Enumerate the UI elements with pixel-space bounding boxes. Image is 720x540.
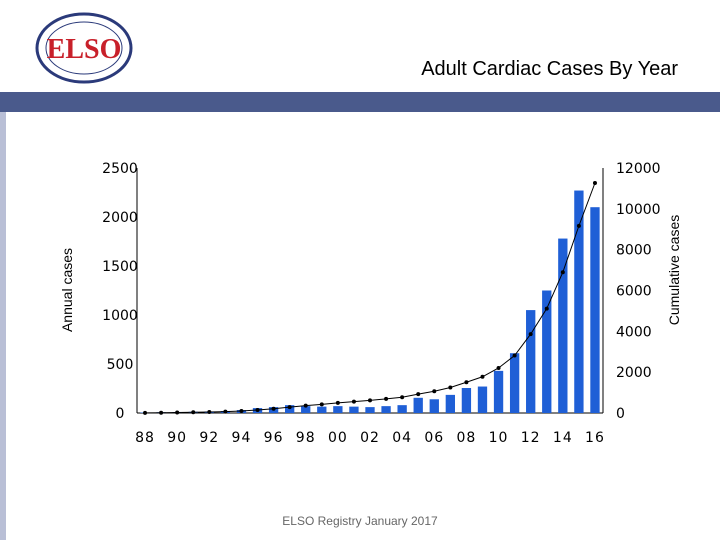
bar-98 <box>301 406 311 413</box>
y2-tick-2000: 2000 <box>616 365 652 381</box>
bar-02 <box>365 407 375 413</box>
y-tick-500: 500 <box>107 357 134 373</box>
cumulative-point-12 <box>528 332 533 337</box>
bar-05 <box>413 397 423 413</box>
cumulative-point-94 <box>239 408 244 413</box>
cumulative-point-98 <box>303 403 308 408</box>
bar-09 <box>477 386 488 413</box>
x-tick-14: 14 <box>553 430 573 446</box>
x-tick-96: 96 <box>264 430 284 446</box>
x-tick-02: 02 <box>360 430 380 446</box>
bar-15 <box>574 190 584 413</box>
y-tick-2500: 2500 <box>102 161 138 177</box>
y2-tick-8000: 8000 <box>616 243 652 259</box>
x-tick-16: 16 <box>585 430 605 446</box>
x-tick-10: 10 <box>489 430 509 446</box>
cumulative-point-13 <box>544 306 549 311</box>
cumulative-point-89 <box>159 410 164 415</box>
y2-tick-6000: 6000 <box>616 284 652 300</box>
x-axis-ticks: 88 90 92 94 96 98 00 02 04 06 08 10 12 14 16 <box>135 430 605 446</box>
x-tick-04: 04 <box>392 430 412 446</box>
y2-tick-0: 0 <box>616 406 625 422</box>
right-axis-ticks: 0 2000 4000 6000 8000 10000 12000 <box>616 161 661 422</box>
y2-tick-10000: 10000 <box>616 202 661 218</box>
cumulative-point-07 <box>448 385 453 390</box>
bar-08 <box>461 388 472 413</box>
cumulative-point-14 <box>560 270 565 275</box>
cumulative-point-15 <box>576 223 581 228</box>
cumulative-point-99 <box>319 402 324 407</box>
bar-07 <box>445 394 455 413</box>
y2-tick-12000: 12000 <box>616 161 661 177</box>
header-band <box>0 92 720 112</box>
bar-10 <box>493 370 504 413</box>
y-tick-1000: 1000 <box>102 308 138 324</box>
cumulative-point-08 <box>464 380 469 385</box>
bar-series <box>140 190 600 413</box>
cumulative-point-90 <box>175 410 180 415</box>
left-axis-ticks: 0 500 1000 1500 2000 2500 <box>102 161 138 422</box>
x-tick-06: 06 <box>424 430 444 446</box>
y-tick-0: 0 <box>116 406 125 422</box>
cumulative-point-97 <box>287 405 292 410</box>
cumulative-point-04 <box>400 395 405 400</box>
footer-text: ELSO Registry January 2017 <box>282 514 438 528</box>
x-tick-90: 90 <box>167 430 187 446</box>
y-tick-1500: 1500 <box>102 259 138 275</box>
cumulative-point-95 <box>255 407 260 412</box>
cumulative-point-03 <box>384 396 389 401</box>
y-axis-label: Annual cases <box>59 248 75 332</box>
x-tick-92: 92 <box>199 430 219 446</box>
bar-14 <box>558 238 568 413</box>
bar-97 <box>285 405 295 413</box>
cumulative-point-09 <box>480 374 485 379</box>
bar-16 <box>590 207 600 413</box>
bar-11 <box>509 353 520 413</box>
y2-tick-4000: 4000 <box>616 324 652 340</box>
bar-01 <box>349 406 359 413</box>
slide-title: Adult Cardiac Cases By Year <box>421 58 678 80</box>
elso-logo: ELSO <box>35 12 133 84</box>
slide-number: 24 <box>21 510 35 524</box>
y2-axis-label: Cumulative cases <box>666 215 682 326</box>
logo-text: ELSO <box>47 34 122 65</box>
bar-13 <box>542 290 552 413</box>
cumulative-point-02 <box>368 398 372 403</box>
cumulative-point-01 <box>351 399 356 404</box>
cumulative-point-11 <box>512 353 517 358</box>
x-tick-00: 00 <box>328 430 348 446</box>
bar-00 <box>333 406 343 413</box>
bar-99 <box>317 406 327 413</box>
x-tick-12: 12 <box>521 430 541 446</box>
cumulative-point-96 <box>271 406 276 411</box>
cumulative-point-92 <box>207 409 212 414</box>
bar-06 <box>429 399 439 413</box>
cumulative-point-10 <box>496 365 501 370</box>
cumulative-point-91 <box>191 410 196 415</box>
cumulative-point-00 <box>335 400 340 405</box>
y-tick-2000: 2000 <box>102 210 138 226</box>
bar-03 <box>381 406 391 413</box>
x-tick-98: 98 <box>296 430 316 446</box>
cumulative-point-16 <box>592 181 597 186</box>
cumulative-point-93 <box>223 409 228 414</box>
x-tick-08: 08 <box>456 430 476 446</box>
cumulative-line-series <box>143 181 597 415</box>
bar-12 <box>526 310 536 413</box>
x-tick-88: 88 <box>135 430 155 446</box>
cumulative-point-05 <box>416 392 421 397</box>
cumulative-point-06 <box>432 389 437 394</box>
cumulative-point-88 <box>143 410 148 415</box>
x-tick-94: 94 <box>232 430 252 446</box>
bar-04 <box>397 405 407 413</box>
side-band <box>0 112 6 540</box>
